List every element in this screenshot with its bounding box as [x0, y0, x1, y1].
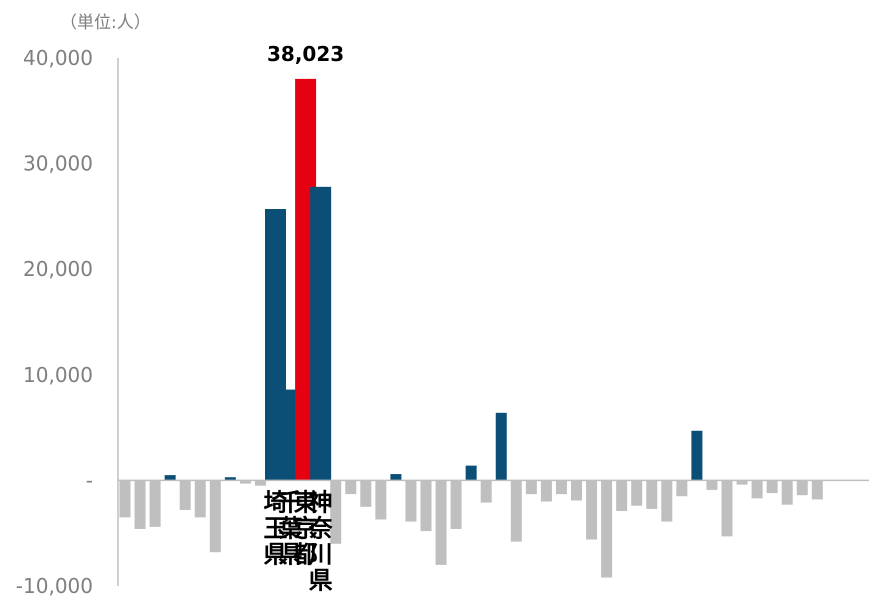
bar [134, 480, 146, 529]
bar [751, 480, 763, 499]
bar [405, 480, 417, 522]
bar [601, 480, 613, 578]
y-tick-label: 20,000 [23, 257, 93, 281]
bar [781, 480, 793, 505]
bar [510, 480, 522, 542]
bar [811, 480, 823, 500]
bar [224, 477, 236, 481]
bar [525, 480, 537, 495]
bar [555, 480, 567, 495]
bar [310, 186, 332, 481]
y-tick-label: 30,000 [23, 152, 93, 176]
bar [721, 480, 733, 537]
bar [450, 480, 462, 529]
bar [194, 480, 206, 518]
bar [179, 480, 191, 510]
y-tick-label: 10,000 [23, 363, 93, 387]
bar [239, 480, 251, 484]
bar [676, 480, 688, 497]
bar [149, 480, 161, 527]
bar [480, 480, 492, 503]
bar [571, 480, 582, 501]
category-label: 千葉県 [278, 488, 304, 568]
bar [646, 480, 658, 509]
bar [586, 480, 598, 540]
category-label: 東京都 [293, 488, 318, 568]
unit-label: （単位:人） [60, 13, 151, 33]
bar [766, 480, 778, 494]
y-tick-label: - [86, 468, 93, 492]
y-tick-label: 40,000 [23, 46, 93, 70]
bar [435, 480, 447, 565]
bar [706, 480, 718, 490]
bar [420, 480, 432, 532]
bar [390, 474, 402, 481]
bar [540, 480, 552, 502]
bar [119, 480, 131, 518]
bar [691, 430, 703, 481]
category-label: 神奈川県 [308, 488, 334, 594]
bar [254, 480, 266, 486]
bar [209, 480, 221, 553]
bar [375, 480, 387, 520]
data-label: 38,023 [267, 42, 344, 66]
bar [661, 480, 673, 522]
bar [360, 480, 372, 507]
bar [796, 480, 808, 496]
bar [465, 465, 477, 481]
bar [330, 480, 342, 544]
bar [736, 480, 748, 485]
bar [616, 480, 628, 512]
bar [164, 475, 176, 481]
bar [495, 412, 507, 481]
category-label: 埼玉県 [264, 488, 288, 568]
y-tick-label: -10,000 [16, 574, 93, 598]
bar [631, 480, 643, 506]
bar [345, 480, 357, 495]
